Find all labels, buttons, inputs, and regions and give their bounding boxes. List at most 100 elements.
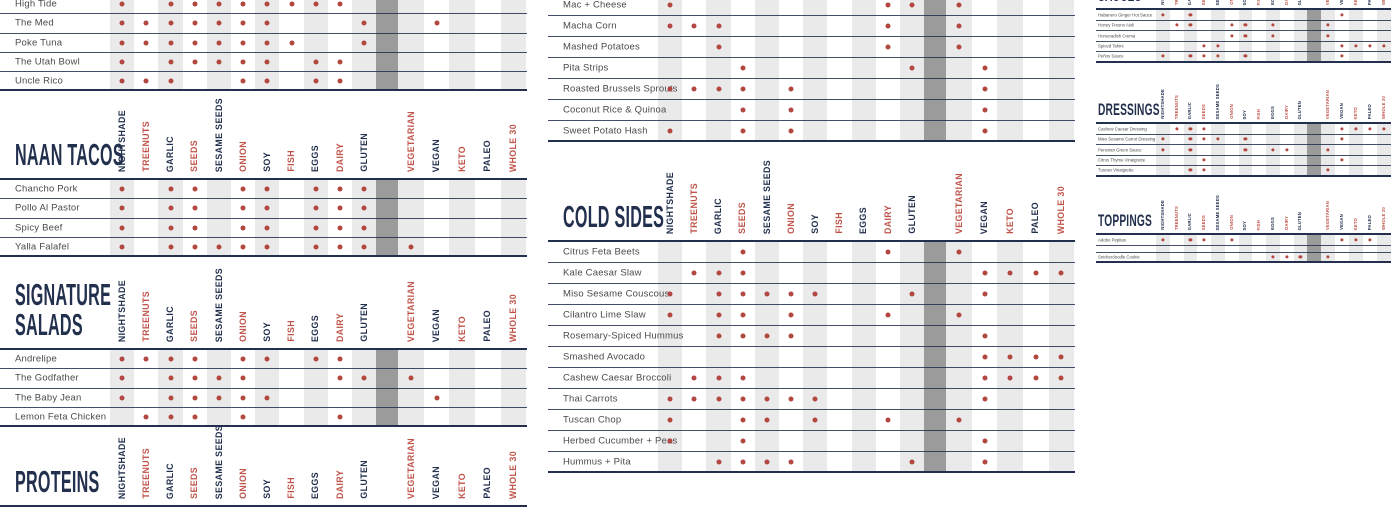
dot-seeds bbox=[740, 86, 746, 92]
dot-gluten bbox=[361, 225, 367, 231]
row-label: High Tide bbox=[15, 0, 57, 10]
dot-garlic bbox=[168, 225, 173, 231]
col-header-garlic: GARLIC bbox=[165, 462, 176, 499]
col-header-dairy: DAIRY bbox=[1284, 0, 1289, 5]
row-label: Tuscan Vinaigrette bbox=[1098, 167, 1134, 173]
dot-diet-vegetarian bbox=[1326, 168, 1330, 172]
table-row: Spicy Beef bbox=[0, 219, 527, 238]
dot-eggs bbox=[1271, 34, 1275, 38]
dot-sesame-seeds bbox=[216, 20, 222, 26]
dot-diet-vegan bbox=[1340, 44, 1344, 48]
column-stripe bbox=[900, 242, 925, 473]
dot-nightshade bbox=[1161, 238, 1165, 242]
row-label: Citrus Thyme Vinaigrette bbox=[1098, 157, 1146, 163]
dot-diet-paleo bbox=[1368, 44, 1372, 48]
dot-gluten bbox=[361, 186, 367, 192]
col-header-garlic: GARLIC bbox=[1187, 212, 1193, 230]
dot-eggs bbox=[1271, 255, 1275, 259]
dot-garlic bbox=[168, 356, 173, 362]
col-header-keto: KETO bbox=[1352, 106, 1358, 119]
dot-garlic bbox=[716, 375, 721, 381]
dot-diet-vegan bbox=[982, 107, 988, 113]
col-header-keto: KETO bbox=[456, 473, 467, 499]
dot-soy bbox=[264, 356, 270, 362]
column-stripe bbox=[1266, 235, 1280, 263]
section-header: DRESSINGS NIGHTSHADE TREENUTS GARLIC SEEDS SE… bbox=[1096, 78, 1391, 124]
col-header-dairy: DAIRY bbox=[334, 312, 345, 342]
dot-sesame-seeds bbox=[216, 59, 222, 65]
col-header-soy: SOY bbox=[1242, 0, 1248, 5]
dot-sesame-seeds bbox=[764, 333, 770, 339]
dot-nightshade bbox=[119, 40, 125, 46]
rows-area: High Tide The Med Poke Tuna The Utah Bowl Un… bbox=[0, 0, 527, 92]
dot-dairy bbox=[337, 356, 343, 362]
dot-garlic bbox=[168, 59, 173, 65]
column-stripe bbox=[851, 242, 876, 473]
column-stripe bbox=[803, 242, 828, 473]
table-row: Uncle Rico bbox=[0, 72, 527, 92]
column-stripe bbox=[706, 242, 731, 473]
column-stripe bbox=[754, 0, 779, 142]
dot-gluten bbox=[909, 459, 915, 464]
dot-garlic bbox=[716, 459, 721, 464]
row-label: Cashew Caesar Broccoli bbox=[563, 372, 672, 384]
dot-dairy bbox=[337, 78, 343, 84]
dot-seeds bbox=[192, 244, 198, 250]
dot-garlic bbox=[716, 44, 721, 50]
col-header-vegan: VEGAN bbox=[979, 200, 990, 234]
dot-dairy bbox=[885, 23, 891, 29]
table-row: Macha Corn bbox=[548, 16, 1075, 37]
dot-onion bbox=[240, 356, 246, 362]
col-header-paleo: PALEO bbox=[1366, 214, 1372, 230]
dot-diet-vegan bbox=[1340, 127, 1344, 131]
col-header-eggs: EGGS bbox=[858, 206, 869, 234]
dot-garlic bbox=[1188, 168, 1192, 172]
dot-soy bbox=[264, 244, 270, 250]
col-header-sesame-seeds: SESAME SEEDS bbox=[761, 159, 772, 234]
col-header-vegan: VEGAN bbox=[431, 138, 442, 172]
divider bbox=[924, 0, 947, 142]
section-toppings: TOPPINGS NIGHTSHADE TREENUTS GARLIC SEEDS SES… bbox=[1096, 189, 1391, 263]
dot-diet-paleo bbox=[1033, 354, 1039, 360]
column-stripe bbox=[206, 0, 231, 92]
row-label: The Med bbox=[15, 17, 54, 29]
divider bbox=[924, 242, 947, 473]
dot-soy bbox=[1243, 137, 1247, 141]
dot-gluten bbox=[909, 291, 915, 297]
column-stripe bbox=[803, 0, 828, 142]
col-header-seeds: SEEDS bbox=[189, 140, 200, 172]
table-row: Snickerdoodle Cookie bbox=[1096, 253, 1391, 263]
column-stripe bbox=[352, 350, 377, 428]
col-header-whole-30: WHOLE 30 bbox=[1380, 95, 1386, 119]
col-header-vegetarian: VEGETARIAN bbox=[953, 172, 964, 234]
col-header-gluten: GLUTEN bbox=[358, 303, 369, 342]
dot-seeds bbox=[192, 395, 198, 401]
table-row: Herbed Cucumber + Peas bbox=[548, 431, 1075, 452]
column-stripe bbox=[658, 242, 683, 473]
col-header-whole-30: WHOLE 30 bbox=[1056, 185, 1066, 234]
column-stripe bbox=[1293, 10, 1308, 63]
col-header-dairy: DAIRY bbox=[882, 204, 893, 234]
divider bbox=[1307, 235, 1321, 263]
dot-garlic bbox=[716, 333, 721, 339]
col-header-paleo: PALEO bbox=[482, 467, 493, 499]
dot-treenuts bbox=[143, 20, 149, 26]
dot-soy bbox=[264, 20, 270, 26]
col-header-keto: KETO bbox=[456, 146, 467, 172]
dot-nightshade bbox=[667, 128, 673, 133]
column-stripe bbox=[1293, 235, 1308, 263]
col-header-seeds: SEEDS bbox=[1201, 214, 1207, 230]
row-label: Spiced Tahini bbox=[1098, 43, 1124, 49]
table-row: Mac + Cheese bbox=[548, 0, 1075, 16]
rows-area: Cashew Caesar Dressing Miso Sesame Carrot… bbox=[1096, 124, 1391, 177]
table-row: Honey Fresno Aioli bbox=[1096, 21, 1391, 31]
dot-eggs bbox=[313, 356, 319, 362]
dot-sesame-seeds bbox=[1216, 54, 1220, 58]
dot-soy bbox=[264, 78, 270, 84]
dot-diet-vegan bbox=[434, 395, 440, 401]
section-title: SAUCES bbox=[1098, 0, 1142, 4]
section-title: SIGNATURE SALADS bbox=[15, 277, 112, 342]
column-stripe bbox=[1048, 0, 1075, 142]
dot-diet-vegan bbox=[1340, 238, 1344, 242]
section-title: TOPPINGS bbox=[1098, 210, 1152, 230]
